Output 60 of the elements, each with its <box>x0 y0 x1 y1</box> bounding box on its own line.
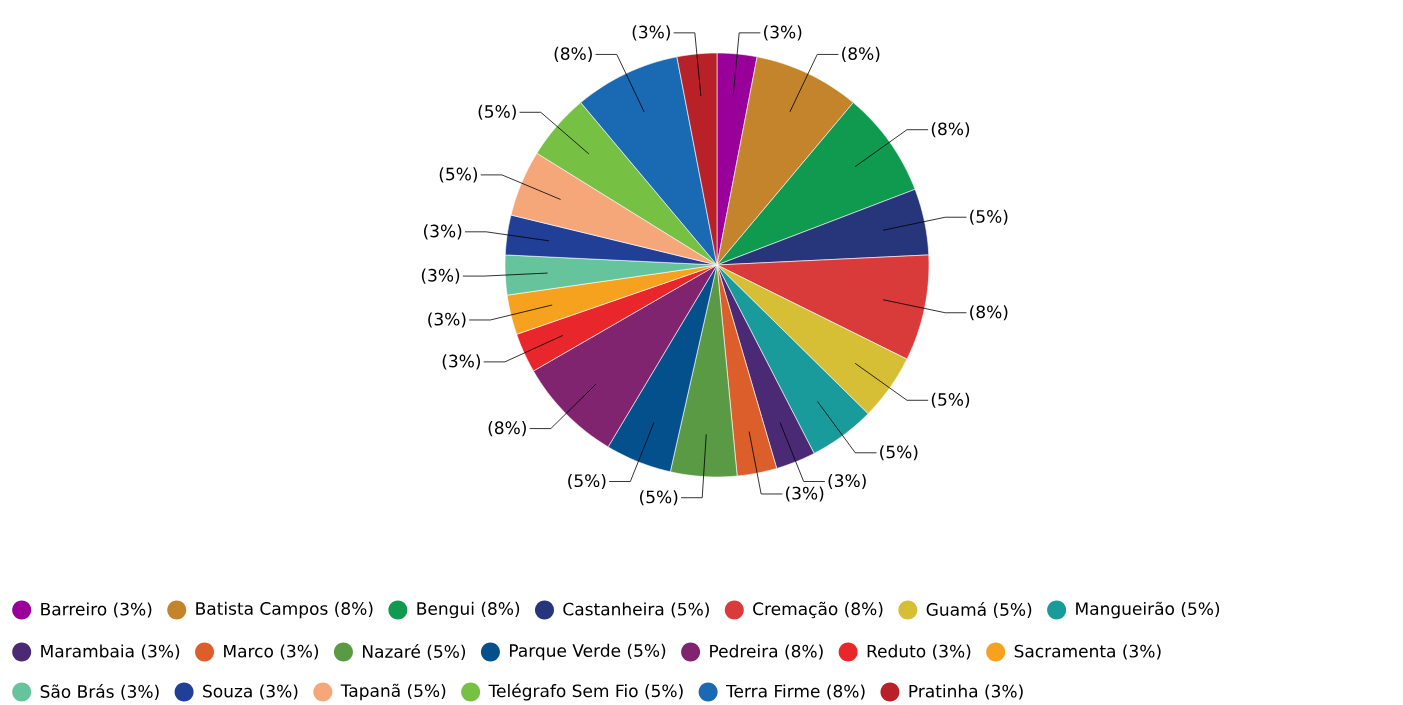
data-label: (5%) <box>931 392 970 408</box>
legend-label: Mangueirão <box>1076 601 1175 619</box>
legend-label: Pratinha <box>909 684 978 698</box>
data-label: (3%) <box>786 486 824 502</box>
legend-label: Sacramenta <box>1014 644 1115 658</box>
text: (3%) <box>280 644 319 660</box>
data-label: (8%) <box>554 46 592 63</box>
text: (5%) <box>427 644 466 660</box>
data-label: (8%) <box>970 305 1008 321</box>
data-label: (3%) <box>424 224 462 240</box>
data-label: (8%) <box>931 122 970 138</box>
data-label: (3%) <box>421 268 460 284</box>
data-label: (3%) <box>428 312 466 328</box>
text: (3%) <box>985 684 1023 700</box>
text: (8%) <box>785 644 823 660</box>
text: (5%) <box>671 602 709 618</box>
text: (5%) <box>627 643 666 659</box>
data-label: (5%) <box>439 167 478 183</box>
text: (5%) <box>407 683 446 700</box>
legend-label: Tapanã <box>340 683 400 701</box>
text: (8%) <box>335 601 373 617</box>
legend-label: Bengui <box>417 601 474 619</box>
legend-label: Barreiro <box>41 602 107 616</box>
legend-label: Nazaré <box>362 644 420 658</box>
text: (8%) <box>827 684 865 700</box>
data-label: (5%) <box>970 209 1008 225</box>
legend-label: Guamá <box>926 602 986 616</box>
data-label: (3%) <box>764 25 802 41</box>
text: (3%) <box>114 602 152 618</box>
legend-label: Pedreira <box>710 644 778 658</box>
data-label: (5%) <box>478 104 516 120</box>
text: (5%) <box>645 684 683 700</box>
legend-label: Reduto <box>867 644 926 658</box>
data-label: (8%) <box>488 421 526 437</box>
legend-label: Castanheira <box>563 602 664 616</box>
legend-label: Marco <box>224 644 273 658</box>
text: (3%) <box>121 684 159 700</box>
data-label: (5%) <box>640 490 678 506</box>
legend-label: Batista Campos <box>196 601 328 619</box>
legend-label: Marambaia <box>41 644 134 658</box>
legend-label: São Brás <box>40 684 114 698</box>
data-label: (5%) <box>880 445 918 461</box>
text: (3%) <box>141 644 180 660</box>
data-label: (3%) <box>632 25 670 41</box>
text: (8%) <box>845 602 883 618</box>
legend-label: Souza <box>203 684 252 698</box>
data-label: (3%) <box>442 354 481 370</box>
data-label: (3%) <box>828 473 866 490</box>
text: (5%) <box>993 602 1032 618</box>
text: (3%) <box>260 684 298 700</box>
text: (5%) <box>1181 601 1220 618</box>
text: (3%) <box>1123 644 1161 660</box>
legend-label: Parque Verde <box>509 643 621 661</box>
text: (8%) <box>481 601 520 617</box>
legend-label: Telégrafo Sem Fio <box>488 683 638 701</box>
legend-label: Terra Firme <box>725 684 820 698</box>
data-label: (5%) <box>568 473 606 490</box>
text: (3%) <box>933 644 971 660</box>
legend-label: Cremação <box>753 601 838 619</box>
data-label: (8%) <box>842 46 880 63</box>
